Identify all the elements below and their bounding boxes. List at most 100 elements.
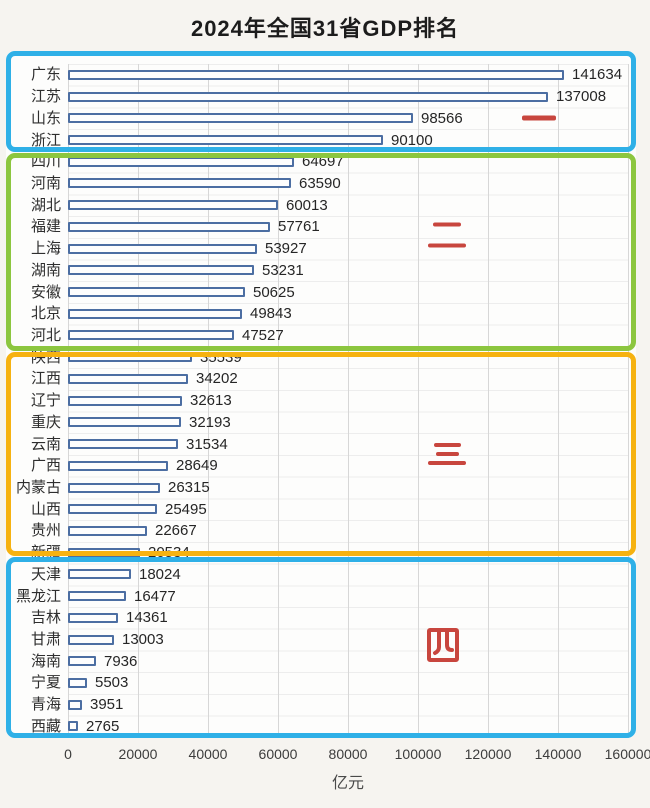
tier-mark-stroke (435, 452, 459, 456)
gdp-bar (68, 482, 160, 493)
bar-zone: 32193 (68, 412, 650, 434)
category-label: 云南 (30, 435, 61, 453)
value-label: 137008 (556, 88, 607, 106)
gdp-bar (68, 178, 291, 189)
x-axis-unit-label: 亿元 (331, 775, 364, 792)
bar-row: 浙江 90100 (0, 129, 650, 151)
tier-4-mark (426, 627, 460, 663)
bar-row: 吉林 14361 (0, 607, 650, 629)
bar-row: 河南 63590 (0, 173, 650, 195)
bar-row: 北京 49843 (0, 303, 650, 325)
category-label: 海南 (30, 652, 61, 670)
tier-3-mark (428, 443, 466, 465)
bar-zone: 60013 (68, 194, 650, 216)
bar-zone: 53927 (68, 238, 650, 260)
bar-zone: 14361 (68, 607, 650, 629)
value-label: 63590 (299, 174, 341, 192)
category-label: 宁夏 (30, 674, 61, 692)
gdp-bar (68, 677, 87, 688)
bar-row: 重庆 32193 (0, 412, 650, 434)
value-label: 13003 (122, 631, 164, 649)
bar-zone: 16477 (68, 585, 650, 607)
category-label: 吉林 (30, 609, 61, 627)
value-label: 16477 (134, 587, 176, 605)
bar-zone: 47527 (68, 325, 650, 347)
category-label: 浙江 (30, 131, 61, 149)
tier-1-box (6, 51, 636, 152)
category-label: 安徽 (30, 283, 61, 301)
bar-row: 湖南 53231 (0, 259, 650, 281)
bar-row: 甘肃 13003 (0, 629, 650, 651)
bar-zone: 49843 (68, 303, 650, 325)
value-label: 98566 (421, 109, 463, 127)
value-label: 47527 (242, 326, 284, 344)
bar-row: 云南 31534 (0, 433, 650, 455)
gdp-bar (68, 373, 188, 384)
gdp-bar (68, 569, 131, 580)
category-label: 青海 (30, 696, 61, 714)
bar-zone: 34202 (68, 368, 650, 390)
bar-row: 安徽 50625 (0, 281, 650, 303)
category-label: 北京 (30, 305, 61, 323)
bar-row: 山西 25495 (0, 498, 650, 520)
bar-zone: 3951 (68, 694, 650, 716)
category-label: 江西 (30, 370, 61, 388)
value-label: 50625 (253, 283, 295, 301)
tier-mark-stroke (433, 443, 461, 447)
x-axis-tick-label: 80000 (328, 746, 368, 762)
gdp-bar (68, 330, 234, 341)
value-label: 60013 (286, 196, 328, 214)
bar-zone: 13003 (68, 629, 650, 651)
gdp-bar (68, 135, 383, 146)
bar-zone: 22667 (68, 520, 650, 542)
tier-mark-glyph (427, 628, 459, 662)
bar-zone: 26315 (68, 477, 650, 499)
category-label: 广西 (30, 457, 61, 475)
category-label: 天津 (30, 565, 61, 583)
x-axis-tick-label: 40000 (188, 746, 228, 762)
value-label: 34202 (196, 370, 238, 388)
value-label: 25495 (165, 500, 207, 518)
bar-row: 天津 18024 (0, 564, 650, 586)
value-label: 32613 (190, 392, 232, 410)
category-label: 河北 (30, 326, 61, 344)
bar-zone: 32613 (68, 390, 650, 412)
category-label: 湖北 (30, 196, 61, 214)
bar-row: 黑龙江 16477 (0, 585, 650, 607)
value-label: 22667 (155, 522, 197, 540)
category-label: 重庆 (30, 413, 61, 431)
gdp-bar (68, 721, 78, 732)
gdp-bar (68, 308, 242, 319)
gdp-bar (68, 612, 118, 623)
value-label: 90100 (391, 131, 433, 149)
gdp-bar (68, 221, 270, 232)
gdp-bar (68, 591, 126, 602)
bar-row: 广东 141634 (0, 64, 650, 86)
bar-zone: 2765 (68, 716, 650, 738)
tier-mark-stroke (433, 222, 461, 227)
bar-zone: 18024 (68, 564, 650, 586)
chart-title: 2024年全国31省GDP排名 (190, 16, 460, 41)
bar-row: 山东 98566 (0, 107, 650, 129)
gdp-bar (68, 265, 254, 276)
category-label: 甘肃 (30, 631, 61, 649)
tier-2-box (6, 153, 636, 351)
value-label: 141634 (572, 66, 623, 84)
tier-1-mark (522, 115, 556, 121)
bar-row: 青海 3951 (0, 694, 650, 716)
tier-mark-stroke (522, 115, 556, 121)
tier-mark-stroke (428, 461, 466, 465)
value-label: 49843 (250, 305, 292, 323)
bar-row: 湖北 60013 (0, 194, 650, 216)
category-label: 贵州 (30, 522, 61, 540)
value-label: 57761 (278, 218, 320, 236)
bar-row: 海南 7936 (0, 650, 650, 672)
category-label: 内蒙古 (15, 479, 61, 497)
bar-row: 宁夏 5503 (0, 672, 650, 694)
bar-zone: 25495 (68, 498, 650, 520)
category-label: 黑龙江 (15, 587, 61, 605)
bar-zone: 53231 (68, 259, 650, 281)
bar-zone: 137008 (68, 86, 650, 108)
category-label: 湖南 (30, 261, 61, 279)
